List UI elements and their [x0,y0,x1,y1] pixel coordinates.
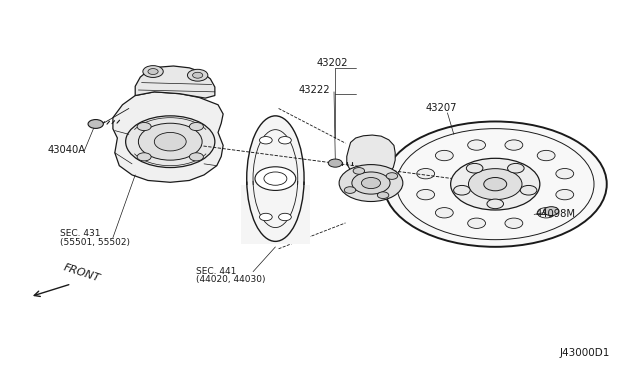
Circle shape [125,116,215,167]
Text: 43202: 43202 [317,58,348,68]
Circle shape [378,192,389,199]
Circle shape [520,185,537,195]
Text: SEC. 431: SEC. 431 [60,229,100,238]
Circle shape [259,213,272,221]
Circle shape [468,169,522,200]
Polygon shape [135,66,215,98]
Circle shape [556,189,573,200]
Circle shape [352,172,390,194]
Circle shape [344,187,356,193]
Circle shape [362,177,381,189]
Circle shape [278,137,291,144]
Text: 43207: 43207 [425,103,457,113]
Circle shape [353,167,365,174]
Circle shape [188,69,208,81]
Circle shape [278,213,291,221]
Circle shape [88,119,103,128]
Circle shape [468,218,486,228]
Circle shape [193,72,203,78]
Circle shape [435,150,453,161]
Circle shape [264,172,287,185]
Circle shape [467,163,483,173]
Circle shape [537,150,555,161]
Text: 44098M: 44098M [536,209,575,219]
Circle shape [259,137,272,144]
Circle shape [328,159,342,167]
Text: (55501, 55502): (55501, 55502) [60,238,130,247]
Circle shape [189,122,204,131]
Circle shape [505,218,523,228]
Circle shape [508,163,524,173]
Circle shape [505,140,523,150]
Circle shape [417,189,435,200]
Polygon shape [113,92,223,182]
Text: SEC. 441: SEC. 441 [196,266,236,276]
Circle shape [189,153,204,161]
Circle shape [255,167,296,190]
Circle shape [484,177,507,191]
Circle shape [143,65,163,77]
Circle shape [556,169,573,179]
Circle shape [454,185,470,195]
Circle shape [435,208,453,218]
Circle shape [148,68,158,74]
Circle shape [154,132,186,151]
Circle shape [468,140,486,150]
Text: 43040A: 43040A [47,145,85,155]
Text: J43000D1: J43000D1 [559,348,610,358]
Text: 43222: 43222 [299,85,331,95]
Polygon shape [347,135,395,179]
Circle shape [537,208,555,218]
Circle shape [487,199,504,209]
Polygon shape [241,185,310,244]
Circle shape [451,158,540,210]
Circle shape [138,123,202,160]
Circle shape [386,173,397,179]
Text: (44020, 44030): (44020, 44030) [196,275,265,284]
Text: FRONT: FRONT [62,262,101,283]
Circle shape [543,207,559,215]
Ellipse shape [246,116,304,241]
Circle shape [137,153,151,161]
Circle shape [417,169,435,179]
Ellipse shape [384,122,607,247]
Circle shape [137,122,151,131]
Circle shape [339,164,403,202]
